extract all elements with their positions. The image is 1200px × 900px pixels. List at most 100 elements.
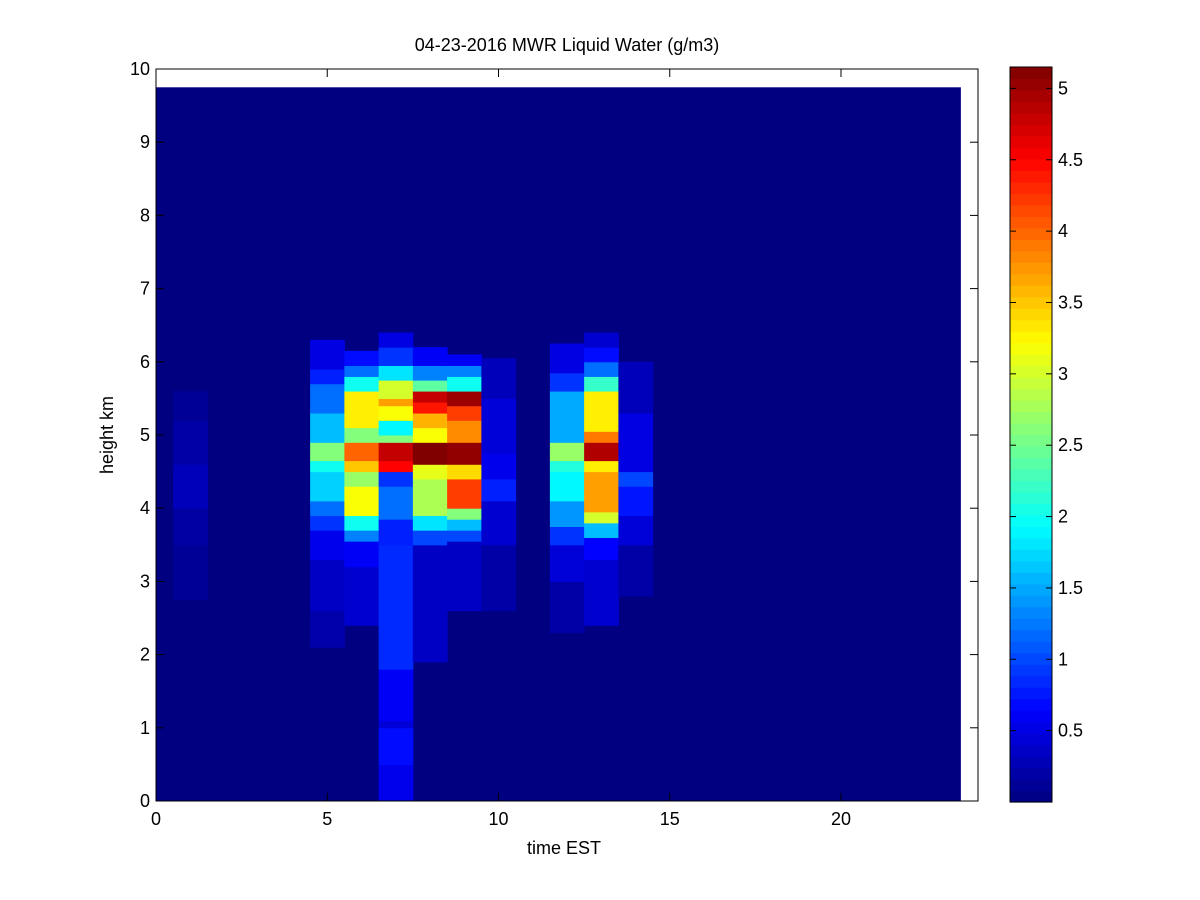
- heatmap-cell: [412, 402, 448, 414]
- colorbar-band: [1010, 193, 1052, 206]
- colorbar-band: [1010, 308, 1052, 321]
- colorbar-band: [1010, 675, 1052, 688]
- heatmap-cell: [584, 522, 619, 538]
- heatmap-cell: [378, 442, 414, 462]
- colorbar-band: [1010, 744, 1052, 757]
- heatmap-cell: [412, 365, 448, 381]
- heatmap-cell: [618, 544, 654, 597]
- heatmap-cell: [412, 413, 448, 429]
- heatmap-cell: [481, 544, 517, 612]
- heatmap-cell: [584, 559, 619, 626]
- heatmap-cell: [344, 566, 380, 626]
- heatmap-cell: [310, 442, 345, 462]
- colorbar-band: [1010, 388, 1052, 401]
- heatmap-cell: [310, 515, 345, 531]
- colorbar-band: [1010, 767, 1052, 780]
- heatmap-cell: [481, 478, 517, 502]
- heatmap-cell: [173, 544, 208, 601]
- colorbar-band: [1010, 445, 1052, 459]
- heatmap-cell: [378, 435, 414, 443]
- colorbar-band: [1010, 227, 1052, 240]
- colorbar-band: [1010, 457, 1052, 470]
- heatmap-cell: [481, 453, 517, 480]
- heatmap-cell: [378, 727, 414, 765]
- heatmap-cell: [310, 530, 345, 560]
- colorbar-gradient: [1010, 67, 1052, 803]
- heatmap-cell: [549, 526, 585, 546]
- y-tick-label: 0: [140, 791, 150, 811]
- x-tick-label: 10: [488, 809, 508, 829]
- heatmap-cell: [447, 478, 482, 509]
- heatmap-cell: [618, 471, 654, 487]
- colorbar-band: [1010, 365, 1052, 378]
- colorbar-band: [1010, 710, 1052, 723]
- colorbar-band: [1010, 790, 1052, 803]
- colorbar-band: [1010, 641, 1052, 654]
- heatmap-cell: [412, 347, 448, 366]
- heatmap-cell: [549, 544, 585, 582]
- x-tick-label: 5: [322, 809, 332, 829]
- heatmap-cell: [412, 464, 448, 480]
- heatmap-cell: [173, 420, 208, 465]
- y-tick-label: 3: [140, 571, 150, 591]
- heatmap-cell: [378, 544, 414, 670]
- colorbar-band: [1010, 583, 1052, 596]
- heatmap-cell: [344, 427, 380, 443]
- heatmap-cell: [344, 365, 380, 377]
- colorbar-band: [1010, 67, 1052, 80]
- heatmap-cell: [310, 559, 345, 612]
- heatmap-cell: [447, 365, 482, 377]
- heatmap-cell: [378, 669, 414, 721]
- heatmap-cell: [584, 471, 619, 513]
- heatmap-cell: [447, 376, 482, 392]
- heatmap-cell: [344, 541, 380, 568]
- colorbar: 0.5 1 1.5 2 2.5 3 3.5 4 4.5 5: [1009, 66, 1083, 803]
- heatmap-cell: [310, 471, 345, 502]
- colorbar-band: [1010, 147, 1052, 160]
- x-tick-label: 0: [151, 809, 161, 829]
- heatmap-cell: [378, 365, 414, 381]
- heatmap-cell: [412, 427, 448, 443]
- heatmap-cell: [549, 500, 585, 527]
- heatmap-cell: [584, 511, 619, 524]
- y-tick-label: 10: [130, 59, 150, 79]
- heatmap-cell: [549, 442, 585, 462]
- colorbar-band: [1010, 503, 1052, 516]
- heatmap-cell: [310, 413, 345, 443]
- colorbar-band: [1010, 101, 1052, 114]
- colorbar-tick-label: 0.5: [1058, 721, 1083, 741]
- x-tick-labels: 0 5 10 15 20: [151, 809, 851, 829]
- colorbar-band: [1010, 480, 1052, 493]
- y-tick-label: 2: [140, 645, 150, 665]
- y-tick-labels: 0 1 2 3 4 5 6 7 8 9 10: [130, 59, 150, 811]
- heatmap-cell: [584, 537, 619, 560]
- heatmap-cell: [412, 530, 448, 546]
- heatmap-cell: [447, 530, 482, 542]
- heatmap-cell: [481, 398, 517, 454]
- heatmap-cell: [344, 350, 380, 366]
- colorbar-tick-label: 4.5: [1058, 150, 1083, 170]
- colorbar-band: [1010, 319, 1052, 332]
- colorbar-tick-label: 3: [1058, 364, 1068, 384]
- colorbar-band: [1010, 434, 1052, 447]
- colorbar-band: [1010, 250, 1052, 263]
- colorbar-band: [1010, 698, 1052, 711]
- heatmap-cell: [412, 478, 448, 517]
- colorbar-band: [1010, 595, 1052, 608]
- y-tick-label: 9: [140, 132, 150, 152]
- colorbar-tick-label: 1.5: [1058, 578, 1083, 598]
- heatmap-cell: [378, 398, 414, 407]
- heatmap-cell: [310, 383, 345, 414]
- heatmap-cell: [412, 442, 448, 465]
- colorbar-band: [1010, 377, 1052, 390]
- heatmap-cell: [618, 413, 654, 473]
- heatmap-cell: [378, 405, 414, 421]
- colorbar-band: [1010, 756, 1052, 769]
- heatmap-cell: [173, 391, 208, 421]
- colorbar-ticks: 0.5 1 1.5 2 2.5 3 3.5 4 4.5 5: [1010, 78, 1083, 741]
- colorbar-frame: [1009, 66, 1053, 803]
- heatmap-cell: [344, 442, 380, 462]
- y-tick-label: 8: [140, 205, 150, 225]
- colorbar-tick-label: 5: [1058, 78, 1068, 98]
